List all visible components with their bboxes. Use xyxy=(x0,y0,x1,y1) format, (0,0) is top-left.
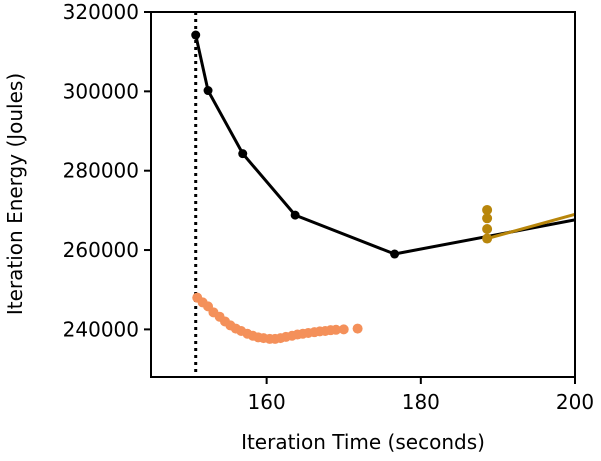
black-frontier-line xyxy=(194,34,575,256)
x-tick-label: 160 xyxy=(248,390,286,414)
y-tick-label: 320000 xyxy=(63,0,139,24)
black-frontier-point-4 xyxy=(390,249,400,259)
black-frontier-point-0 xyxy=(191,30,201,40)
orange-points-point-27 xyxy=(352,323,363,334)
x-tick-label: 200 xyxy=(556,390,594,414)
x-axis-label: Iteration Time (seconds) xyxy=(241,430,485,454)
gold-points-point-2 xyxy=(482,224,493,235)
y-tick-label: 280000 xyxy=(63,159,139,183)
x-axis: 160 180 200 xyxy=(248,377,594,414)
black-frontier-point-1 xyxy=(203,86,213,96)
y-axis-label: Iteration Energy (Joules) xyxy=(3,73,27,315)
x-tick-label: 180 xyxy=(402,390,440,414)
gold-points-line xyxy=(486,212,575,240)
gold-points-point-1 xyxy=(482,213,493,224)
y-tick-label: 300000 xyxy=(63,79,139,103)
y-tick-label: 260000 xyxy=(63,238,139,262)
black-frontier-point-2 xyxy=(238,149,248,159)
orange-points-point-26 xyxy=(338,324,349,335)
plot-area-frame xyxy=(150,11,576,378)
y-tick-label: 240000 xyxy=(63,317,139,341)
black-frontier-point-3 xyxy=(290,210,300,220)
gold-points-point-3 xyxy=(482,233,493,244)
orange-points-point-25 xyxy=(331,324,342,335)
y-axis: 240000 260000 280000 300000 320000 xyxy=(63,0,151,341)
gold-points-point-0 xyxy=(482,204,493,215)
